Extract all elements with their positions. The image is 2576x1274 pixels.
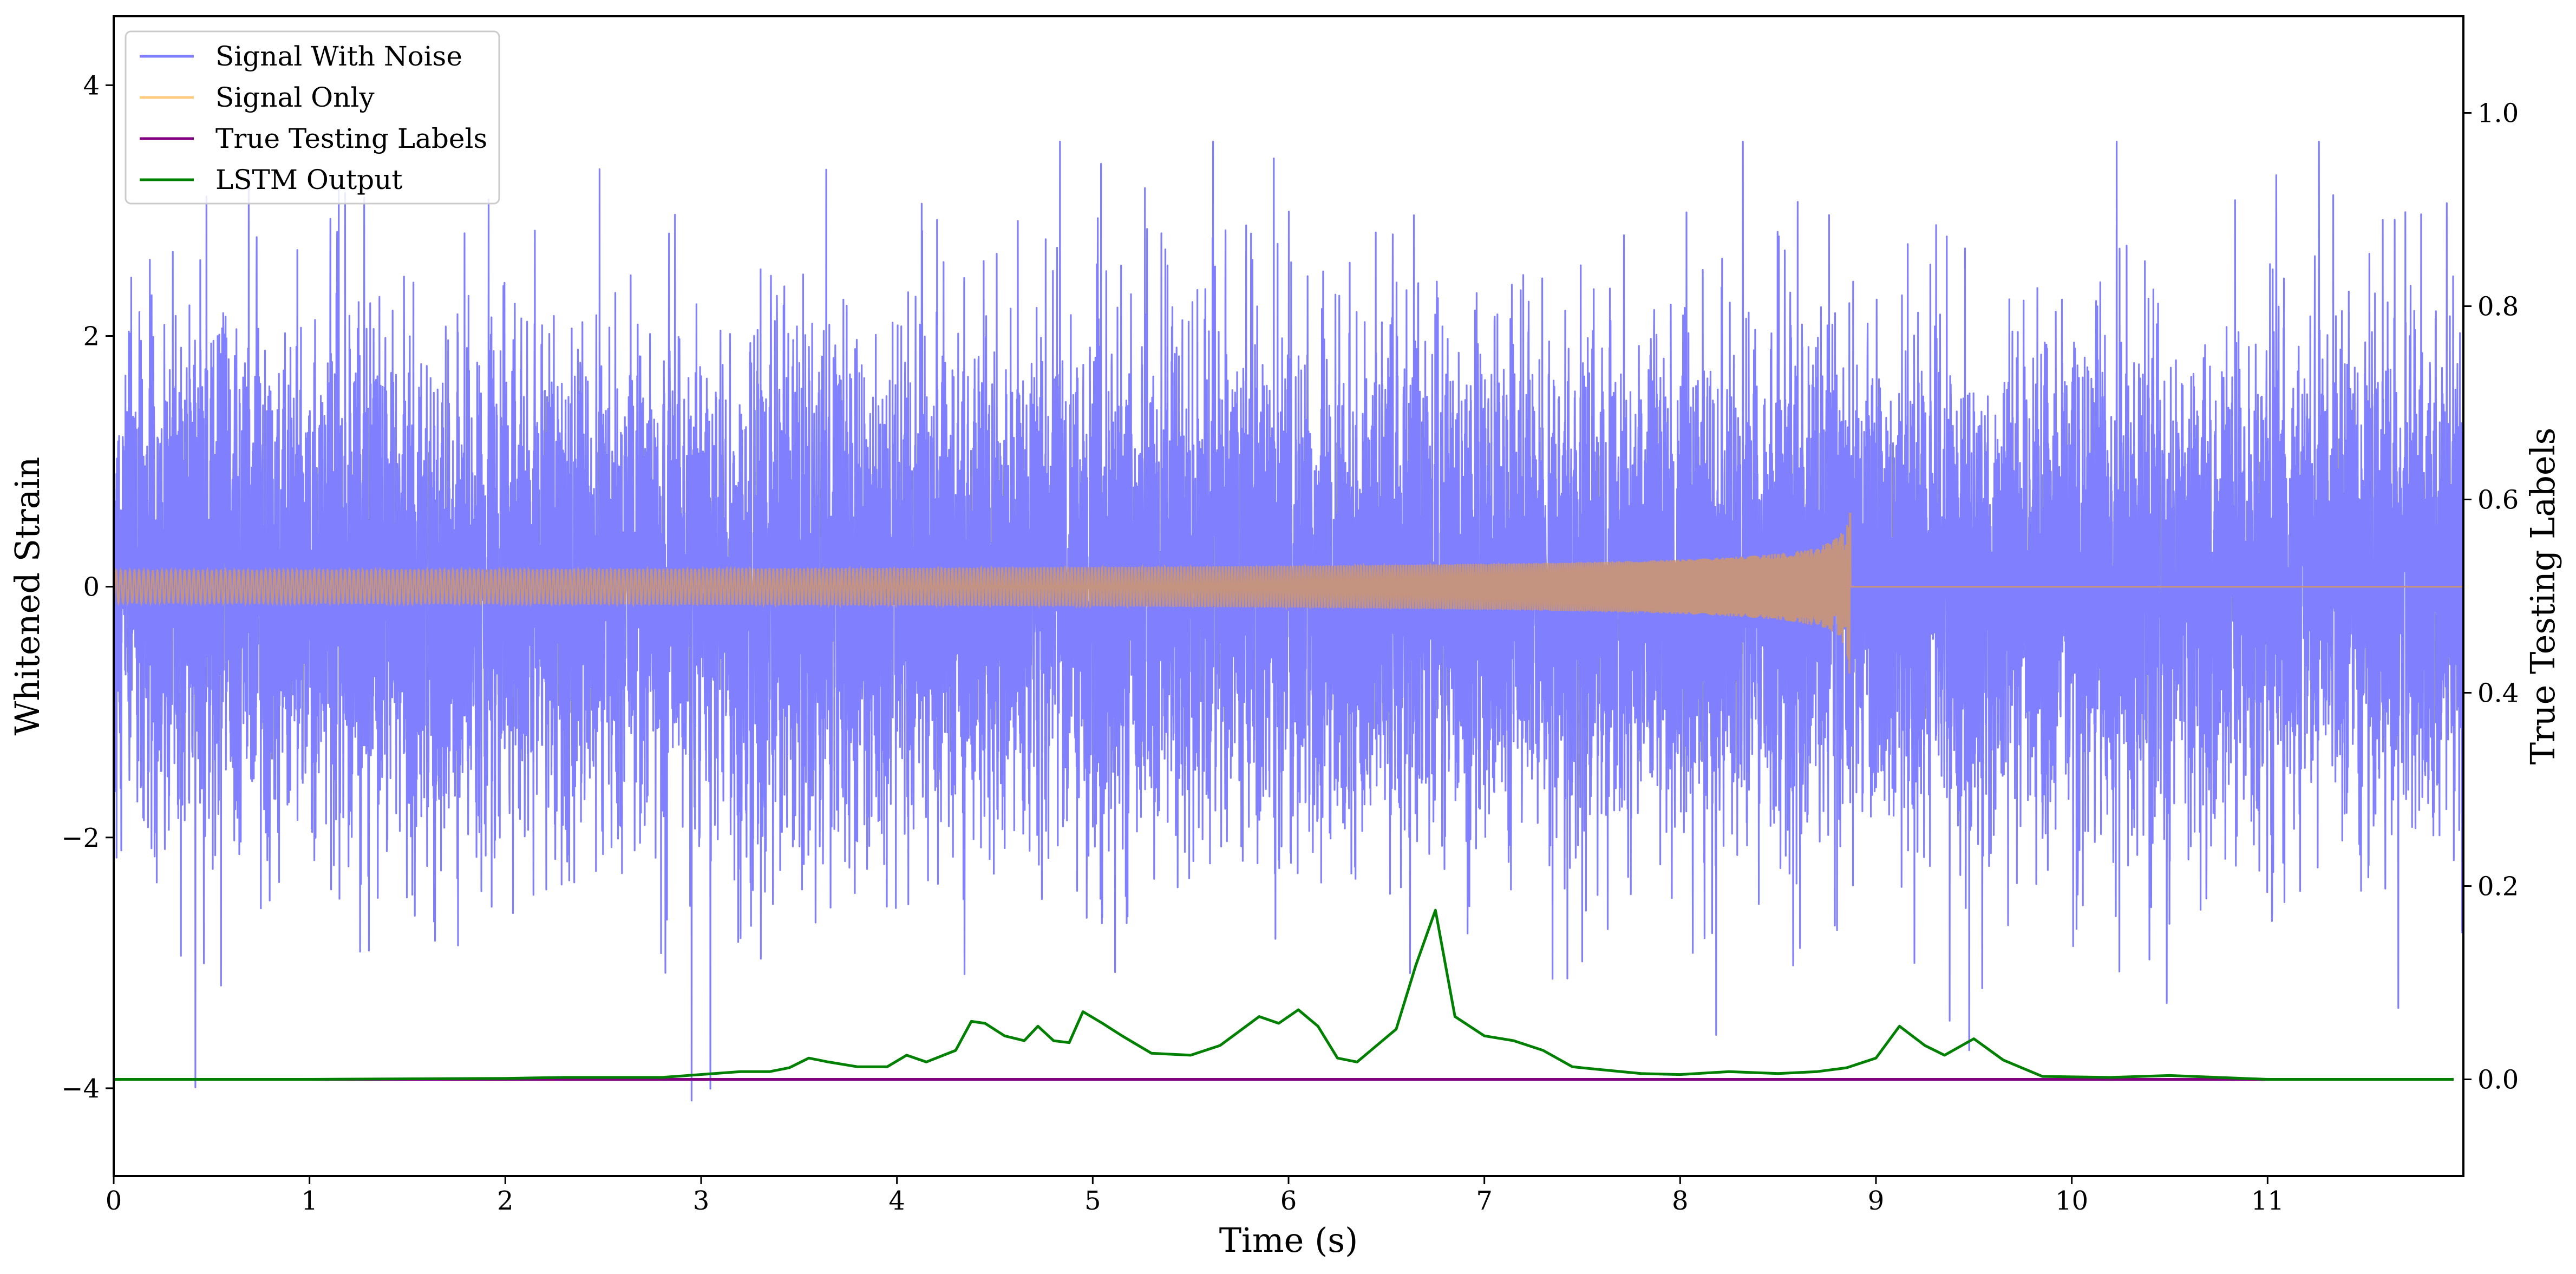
x-tick-label: 0 xyxy=(106,1186,122,1216)
y-tick-label: 0 xyxy=(83,572,100,603)
legend: Signal With Noise Signal Only True Testing… xyxy=(125,30,500,205)
y2-tick-label: 0.8 xyxy=(2477,292,2519,322)
right-y-axis: 0.0 0.2 0.4 0.6 0.8 1.0 xyxy=(2463,99,2519,1095)
right-y-axis-label: True Testing Labels xyxy=(2523,428,2562,765)
y2-tick-label: 0.0 xyxy=(2477,1065,2519,1095)
y2-tick-label: 0.6 xyxy=(2477,485,2519,515)
y-axis-label: Whitened Strain xyxy=(8,457,47,736)
series-signal-with-noise xyxy=(114,141,2463,1102)
legend-label: Signal With Noise xyxy=(215,41,462,72)
plot-area xyxy=(114,141,2463,1102)
x-tick-label: 11 xyxy=(2251,1186,2284,1216)
x-tick-label: 1 xyxy=(301,1186,318,1216)
x-axis: 0 1 2 3 4 5 6 7 8 9 10 11 xyxy=(106,1176,2284,1216)
x-tick-label: 9 xyxy=(1868,1186,1885,1216)
y2-tick-label: 0.2 xyxy=(2477,872,2519,902)
y2-tick-label: 0.4 xyxy=(2477,678,2519,709)
series-lstm-output xyxy=(114,909,2454,1081)
y-tick-label: 2 xyxy=(83,321,100,351)
x-tick-label: 7 xyxy=(1476,1186,1493,1216)
legend-label: LSTM Output xyxy=(215,164,402,195)
x-tick-label: 5 xyxy=(1084,1186,1101,1216)
x-tick-label: 3 xyxy=(693,1186,710,1216)
series-signal-only xyxy=(114,513,2463,674)
x-tick-label: 4 xyxy=(888,1186,905,1216)
y-tick-label: −2 xyxy=(61,823,100,853)
legend-label: True Testing Labels xyxy=(215,123,487,154)
y-tick-label: −4 xyxy=(61,1074,100,1104)
left-y-axis: −4 −2 0 2 4 xyxy=(61,70,114,1104)
x-tick-label: 2 xyxy=(497,1186,514,1216)
y-tick-label: 4 xyxy=(83,70,100,101)
x-axis-label: Time (s) xyxy=(1219,1220,1358,1260)
x-tick-label: 10 xyxy=(2055,1186,2088,1216)
x-tick-label: 8 xyxy=(1672,1186,1689,1216)
y2-tick-label: 1.0 xyxy=(2477,99,2519,129)
legend-label: Signal Only xyxy=(215,82,375,113)
x-tick-label: 6 xyxy=(1280,1186,1297,1216)
legend-box xyxy=(125,30,500,205)
